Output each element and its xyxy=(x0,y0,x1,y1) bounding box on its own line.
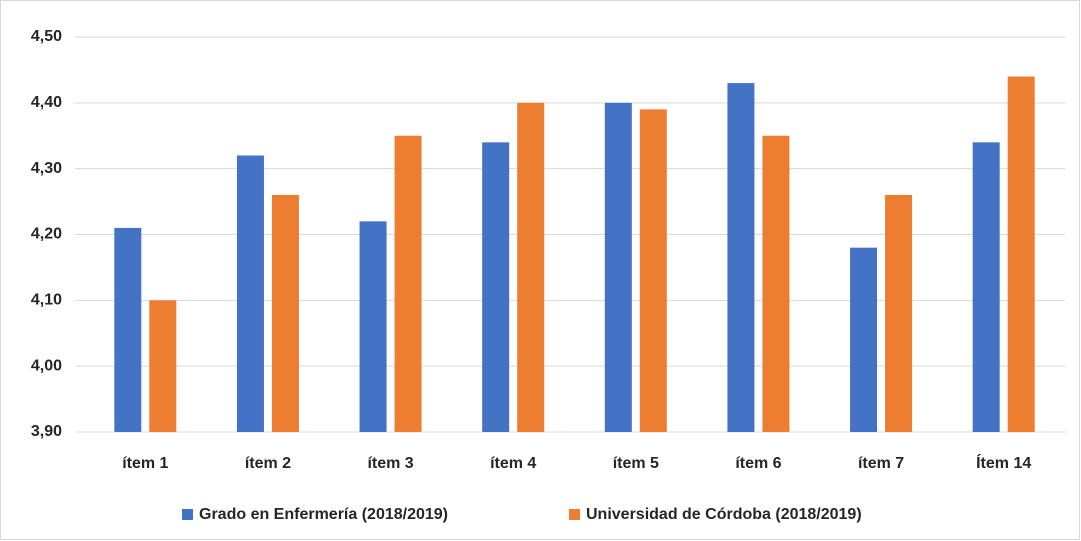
x-tick-label: ítem 2 xyxy=(245,455,291,472)
y-tick-label: 4,20 xyxy=(31,226,62,243)
bar xyxy=(885,195,913,432)
x-tick-label: ítem 6 xyxy=(735,455,781,472)
bar xyxy=(727,83,755,432)
legend-swatch xyxy=(569,509,580,520)
y-tick-label: 4,50 xyxy=(31,28,62,45)
legend-swatch xyxy=(182,509,193,520)
bar xyxy=(149,300,177,432)
x-tick-label: ítem 3 xyxy=(367,455,413,472)
bar xyxy=(1007,76,1035,432)
x-tick-label: ítem 4 xyxy=(490,455,536,472)
bar xyxy=(972,142,1000,433)
bar xyxy=(236,155,264,432)
y-tick-label: 4,40 xyxy=(31,94,62,111)
x-tick-label: ítem 5 xyxy=(613,455,659,472)
legend-label: Grado en Enfermería (2018/2019) xyxy=(199,506,448,523)
y-tick-label: 3,90 xyxy=(31,423,62,440)
bar xyxy=(850,247,878,432)
y-tick-label: 4,30 xyxy=(31,160,62,177)
bar xyxy=(482,142,510,433)
bar xyxy=(271,195,299,432)
bar xyxy=(762,135,790,432)
bar xyxy=(114,227,142,432)
legend-label: Universidad de Córdoba (2018/2019) xyxy=(586,506,862,523)
bar xyxy=(359,221,387,432)
bar xyxy=(604,102,632,432)
bar xyxy=(517,102,545,432)
bar xyxy=(394,135,422,432)
x-tick-label: ítem 1 xyxy=(122,455,168,472)
y-tick-label: 4,00 xyxy=(31,357,62,374)
x-tick-label: Ítem 14 xyxy=(976,453,1031,472)
y-tick-label: 4,10 xyxy=(31,292,62,309)
x-tick-label: ítem 7 xyxy=(858,455,904,472)
bar xyxy=(639,109,667,433)
